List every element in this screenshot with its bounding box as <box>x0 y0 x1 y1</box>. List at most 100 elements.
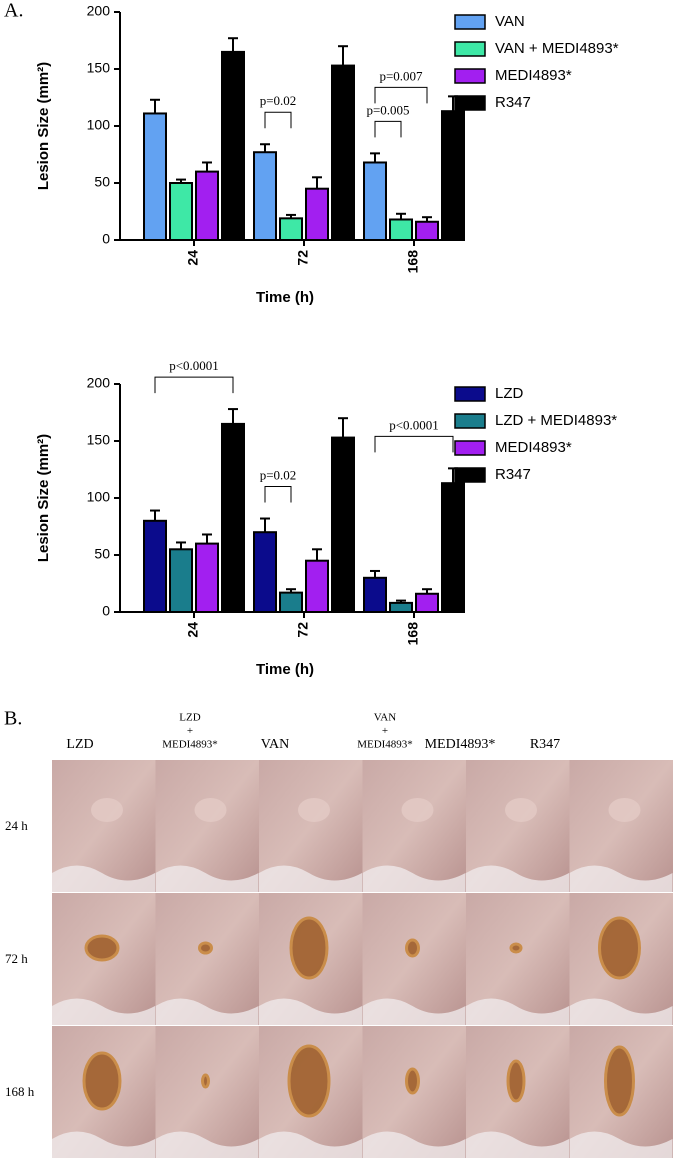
lesion <box>506 1059 526 1103</box>
legend-label: VAN <box>495 13 525 30</box>
x-axis-label: Time (h) <box>256 289 314 306</box>
significance-label: p<0.0001 <box>389 417 439 432</box>
x-tick-label: 24 <box>185 622 201 638</box>
bar <box>253 531 277 614</box>
legend-label: VAN + MEDI4893* <box>495 40 619 57</box>
legend-swatch <box>454 68 486 84</box>
legend-swatch <box>454 467 486 483</box>
row-label: 24 h <box>5 818 28 833</box>
bar <box>195 542 219 613</box>
bar <box>143 112 167 241</box>
legend-swatch <box>454 386 486 402</box>
panel-label: B. <box>4 708 22 730</box>
bar <box>143 519 167 613</box>
photo-bedding <box>466 1131 569 1158</box>
legend-swatch <box>454 14 486 30</box>
photo-bedding <box>362 865 466 892</box>
significance-bracket <box>264 486 292 503</box>
bar <box>389 218 413 241</box>
y-tick-label: 100 <box>87 489 111 505</box>
y-tick-label: 200 <box>87 375 111 391</box>
photo-spot <box>505 798 537 822</box>
photo-bedding <box>52 1131 155 1158</box>
y-tick-label: 50 <box>94 546 110 562</box>
photo-bedding <box>569 865 673 892</box>
significance-label: p=0.02 <box>260 93 297 108</box>
column-label: VAN <box>261 737 290 752</box>
photo-bedding <box>569 1131 673 1158</box>
photo-spot <box>401 798 434 822</box>
bar <box>253 151 277 241</box>
column-label: + <box>187 725 193 737</box>
bar <box>305 559 329 614</box>
x-tick-label: 72 <box>295 250 311 266</box>
lesion <box>289 916 329 980</box>
row-label: 168 h <box>5 1084 35 1099</box>
photo-bedding <box>259 998 362 1025</box>
column-label: + <box>382 725 388 737</box>
significance-label: p=0.02 <box>260 468 297 483</box>
y-tick-label: 50 <box>94 174 110 190</box>
photo-bedding <box>155 1131 259 1158</box>
photo-bedding <box>466 865 569 892</box>
x-axis-label: Time (h) <box>256 661 314 678</box>
bar <box>169 548 193 613</box>
photo-spot <box>91 798 123 822</box>
y-tick-label: 150 <box>87 432 111 448</box>
lesion <box>509 942 523 954</box>
lesion <box>287 1044 331 1118</box>
x-tick-label: 168 <box>405 622 421 646</box>
bar <box>415 220 439 241</box>
x-tick-label: 72 <box>295 622 311 638</box>
bar <box>389 601 413 614</box>
y-tick-label: 0 <box>102 603 110 619</box>
legend-swatch <box>454 413 486 429</box>
significance-bracket <box>374 86 428 104</box>
significance-bracket <box>374 435 454 453</box>
lesion <box>598 916 641 980</box>
legend-label: R347 <box>495 466 531 483</box>
lesion <box>84 934 120 962</box>
bar <box>415 592 439 614</box>
lesion <box>405 938 420 958</box>
photo-bedding <box>259 1131 362 1158</box>
significance-label: p=0.007 <box>379 68 423 83</box>
lesion <box>405 1067 420 1095</box>
bar <box>363 576 387 613</box>
y-axis-label: Lesion Size (mm²) <box>35 62 52 190</box>
photo-bedding <box>259 865 362 892</box>
bar <box>169 182 193 241</box>
bar <box>305 187 329 241</box>
row-label: 72 h <box>5 951 28 966</box>
photo-spot <box>194 798 227 822</box>
y-axis-label: Lesion Size (mm²) <box>35 434 52 562</box>
photo-bedding <box>155 998 259 1025</box>
photo-spot <box>298 798 330 822</box>
bar <box>221 50 245 242</box>
y-tick-label: 200 <box>87 3 111 19</box>
lesion <box>604 1045 635 1117</box>
photo-bedding <box>362 998 466 1025</box>
column-label: R347 <box>530 737 560 752</box>
column-label: LZD <box>179 712 200 724</box>
y-tick-label: 100 <box>87 117 111 133</box>
significance-bracket <box>374 120 402 138</box>
column-label: MEDI4893* <box>357 739 413 751</box>
column-label: MEDI4893* <box>425 737 496 752</box>
panel-label: A. <box>4 0 23 22</box>
significance-bracket <box>264 111 292 129</box>
photo-spot <box>608 798 641 822</box>
photo-bedding <box>569 998 673 1025</box>
bar <box>221 422 245 613</box>
bar <box>441 110 465 242</box>
column-label: VAN <box>374 712 396 724</box>
legend-label: R347 <box>495 94 531 111</box>
legend-label: LZD + MEDI4893* <box>495 412 617 429</box>
legend-label: MEDI4893* <box>495 439 572 456</box>
lesion <box>82 1051 122 1111</box>
significance-label: p=0.005 <box>366 102 409 117</box>
column-label: LZD <box>66 737 93 752</box>
bar <box>331 436 355 613</box>
